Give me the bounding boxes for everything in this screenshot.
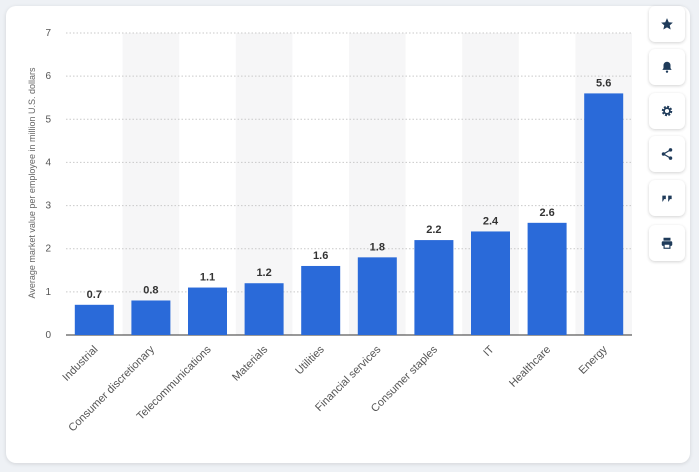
value-label: 1.8 bbox=[370, 241, 385, 253]
x-tick-label: Industrial bbox=[60, 344, 100, 384]
y-axis-label: Average market value per employee in mil… bbox=[27, 67, 37, 298]
bell-icon bbox=[662, 61, 672, 73]
x-tick-label: IT bbox=[481, 343, 497, 359]
y-tick-label: 6 bbox=[45, 71, 51, 82]
y-tick-label: 1 bbox=[45, 287, 51, 298]
settings-button[interactable] bbox=[649, 93, 685, 129]
x-tick-label: Materials bbox=[230, 343, 270, 383]
bar[interactable] bbox=[471, 231, 510, 335]
x-tick-label: Healthcare bbox=[507, 344, 553, 390]
value-label: 2.4 bbox=[483, 215, 499, 227]
y-tick-label: 4 bbox=[45, 157, 51, 168]
y-tick-label: 3 bbox=[45, 201, 51, 212]
x-tick-label: Energy bbox=[577, 343, 610, 376]
share-button[interactable] bbox=[649, 136, 685, 172]
gear-icon bbox=[661, 105, 673, 117]
cite-button[interactable] bbox=[649, 180, 685, 216]
value-label: 1.1 bbox=[200, 272, 215, 284]
y-tick-label: 0 bbox=[45, 330, 51, 341]
bar[interactable] bbox=[244, 283, 284, 335]
bars bbox=[74, 93, 624, 336]
notification-button[interactable] bbox=[649, 49, 685, 85]
y-axis-ticks: 0 1 2 3 4 5 6 7 bbox=[45, 28, 51, 341]
bar[interactable] bbox=[131, 300, 171, 335]
bar[interactable] bbox=[584, 93, 624, 336]
y-tick-label: 5 bbox=[45, 114, 51, 125]
print-button[interactable] bbox=[649, 225, 685, 261]
value-label: 5.6 bbox=[596, 77, 611, 89]
y-tick-label: 2 bbox=[45, 244, 51, 255]
bar[interactable] bbox=[301, 265, 341, 335]
bar[interactable] bbox=[527, 222, 567, 335]
value-labels: 0.7 0.8 1.1 1.2 1.6 1.8 2.2 2.4 2.6 5.6 bbox=[87, 77, 612, 300]
y-tick-label: 7 bbox=[45, 28, 51, 39]
value-label: 0.8 bbox=[143, 284, 158, 296]
x-tick-label: Utilities bbox=[293, 343, 327, 377]
bar[interactable] bbox=[188, 287, 227, 335]
print-icon bbox=[661, 237, 673, 249]
quote-icon bbox=[662, 195, 672, 202]
value-label: 1.6 bbox=[313, 250, 328, 262]
plot-band bbox=[122, 33, 180, 335]
value-label: 1.2 bbox=[256, 267, 271, 279]
value-label: 0.7 bbox=[87, 289, 102, 301]
value-label: 2.6 bbox=[539, 207, 554, 219]
star-icon bbox=[661, 18, 673, 30]
bar[interactable] bbox=[414, 240, 454, 335]
favorite-button[interactable] bbox=[649, 6, 685, 42]
share-icon bbox=[661, 148, 673, 160]
bar[interactable] bbox=[357, 257, 397, 335]
bar[interactable] bbox=[74, 304, 114, 335]
value-label: 2.2 bbox=[426, 224, 441, 236]
